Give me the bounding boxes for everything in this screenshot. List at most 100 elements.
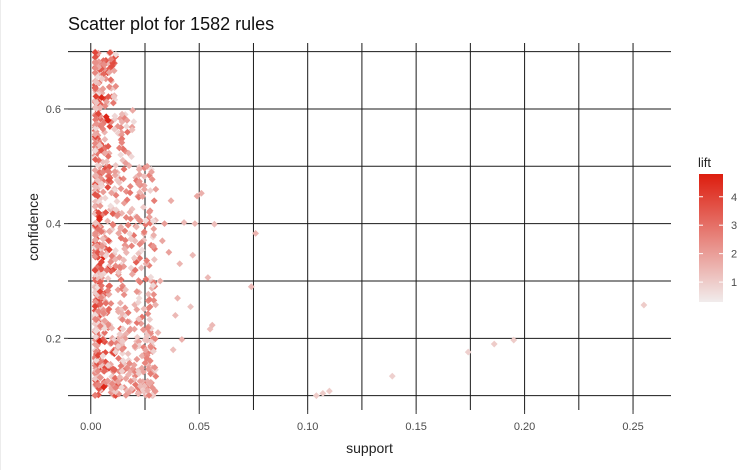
rule-point (165, 248, 173, 256)
rule-point (118, 367, 126, 375)
rule-point (108, 384, 116, 392)
rule-point (91, 59, 99, 67)
rule-point (147, 273, 155, 281)
rule-point (96, 202, 104, 210)
rule-point (98, 242, 106, 250)
rule-point (125, 327, 133, 335)
y-axis-ticks: 0.2 0.4 0.6 (46, 104, 68, 345)
rule-point (111, 171, 119, 179)
rule-point (91, 236, 99, 244)
rule-point (96, 141, 104, 149)
rule-point (101, 194, 109, 202)
rule-point (189, 251, 197, 259)
rule-point (97, 294, 105, 301)
rule-point (122, 188, 130, 195)
rule-point (133, 306, 141, 313)
rule-point (91, 231, 99, 239)
rule-point (114, 122, 122, 130)
rule-point (107, 76, 115, 84)
rule-point (92, 327, 100, 335)
rule-point (126, 230, 134, 238)
rule-point (150, 231, 158, 239)
rule-point (115, 354, 122, 362)
rule-point (150, 256, 158, 263)
rule-point (139, 203, 147, 211)
rule-point (137, 382, 144, 390)
rule-point (125, 388, 133, 396)
rule-point (104, 152, 112, 160)
rule-point (124, 318, 132, 325)
rule-point (117, 185, 125, 193)
rule-point (117, 234, 125, 242)
rule-point (148, 176, 156, 183)
rule-point (100, 383, 108, 391)
rule-point (95, 308, 102, 315)
rule-point (130, 231, 138, 239)
rule-point (107, 300, 115, 307)
rule-point (128, 205, 136, 213)
rule-point (117, 362, 125, 370)
rule-point (124, 128, 131, 136)
rule-point (109, 210, 117, 218)
rule-point (115, 179, 123, 187)
rule-point (105, 291, 112, 298)
rule-point (107, 258, 115, 266)
rule-point (127, 264, 135, 272)
rule-point (119, 357, 127, 365)
rule-point (94, 367, 102, 375)
rule-point (129, 106, 137, 114)
rule-point (206, 325, 214, 333)
rule-point (92, 124, 100, 132)
rule-point (146, 303, 154, 311)
rule-point (91, 252, 99, 260)
rule-point (145, 365, 152, 373)
rule-point (123, 123, 130, 130)
rule-point (101, 135, 109, 143)
rule-point (99, 188, 107, 196)
rule-point (93, 120, 100, 128)
rule-point (148, 384, 156, 392)
rule-point (99, 158, 107, 166)
rule-point (127, 235, 135, 243)
rule-point (116, 373, 124, 381)
rule-point (98, 94, 106, 101)
rule-point (150, 242, 157, 250)
rule-point (125, 162, 133, 170)
rule-point (91, 191, 99, 198)
rule-point (97, 228, 105, 236)
x-axis-title: support (346, 440, 393, 456)
rule-point (128, 242, 136, 250)
y-tick-label: 0.2 (46, 333, 61, 345)
rule-point (127, 215, 134, 223)
rule-point (97, 182, 105, 190)
rule-point (146, 316, 154, 323)
rule-point (102, 209, 110, 216)
rule-point (145, 171, 153, 179)
rule-point (94, 79, 102, 87)
rule-point (119, 337, 127, 345)
rule-point (144, 290, 152, 298)
rule-point (146, 187, 154, 195)
rule-point (143, 336, 151, 344)
y-tick-label: 0.4 (46, 219, 61, 231)
rule-point (135, 250, 142, 257)
rule-point (121, 241, 129, 249)
rule-point (133, 288, 141, 295)
rule-point (118, 110, 126, 118)
rule-point (204, 274, 212, 281)
rule-point (105, 163, 113, 171)
rule-point (95, 209, 103, 217)
rule-point (325, 387, 333, 395)
rule-point (140, 185, 148, 193)
rule-point (121, 227, 129, 235)
rule-point (147, 277, 155, 285)
rule-point (91, 147, 99, 155)
rule-point (104, 183, 112, 191)
rule-point (105, 237, 113, 245)
rule-point (94, 351, 102, 359)
rule-point (150, 225, 158, 233)
rule-point (124, 221, 132, 229)
rule-point (149, 335, 157, 342)
rule-point (118, 209, 126, 217)
